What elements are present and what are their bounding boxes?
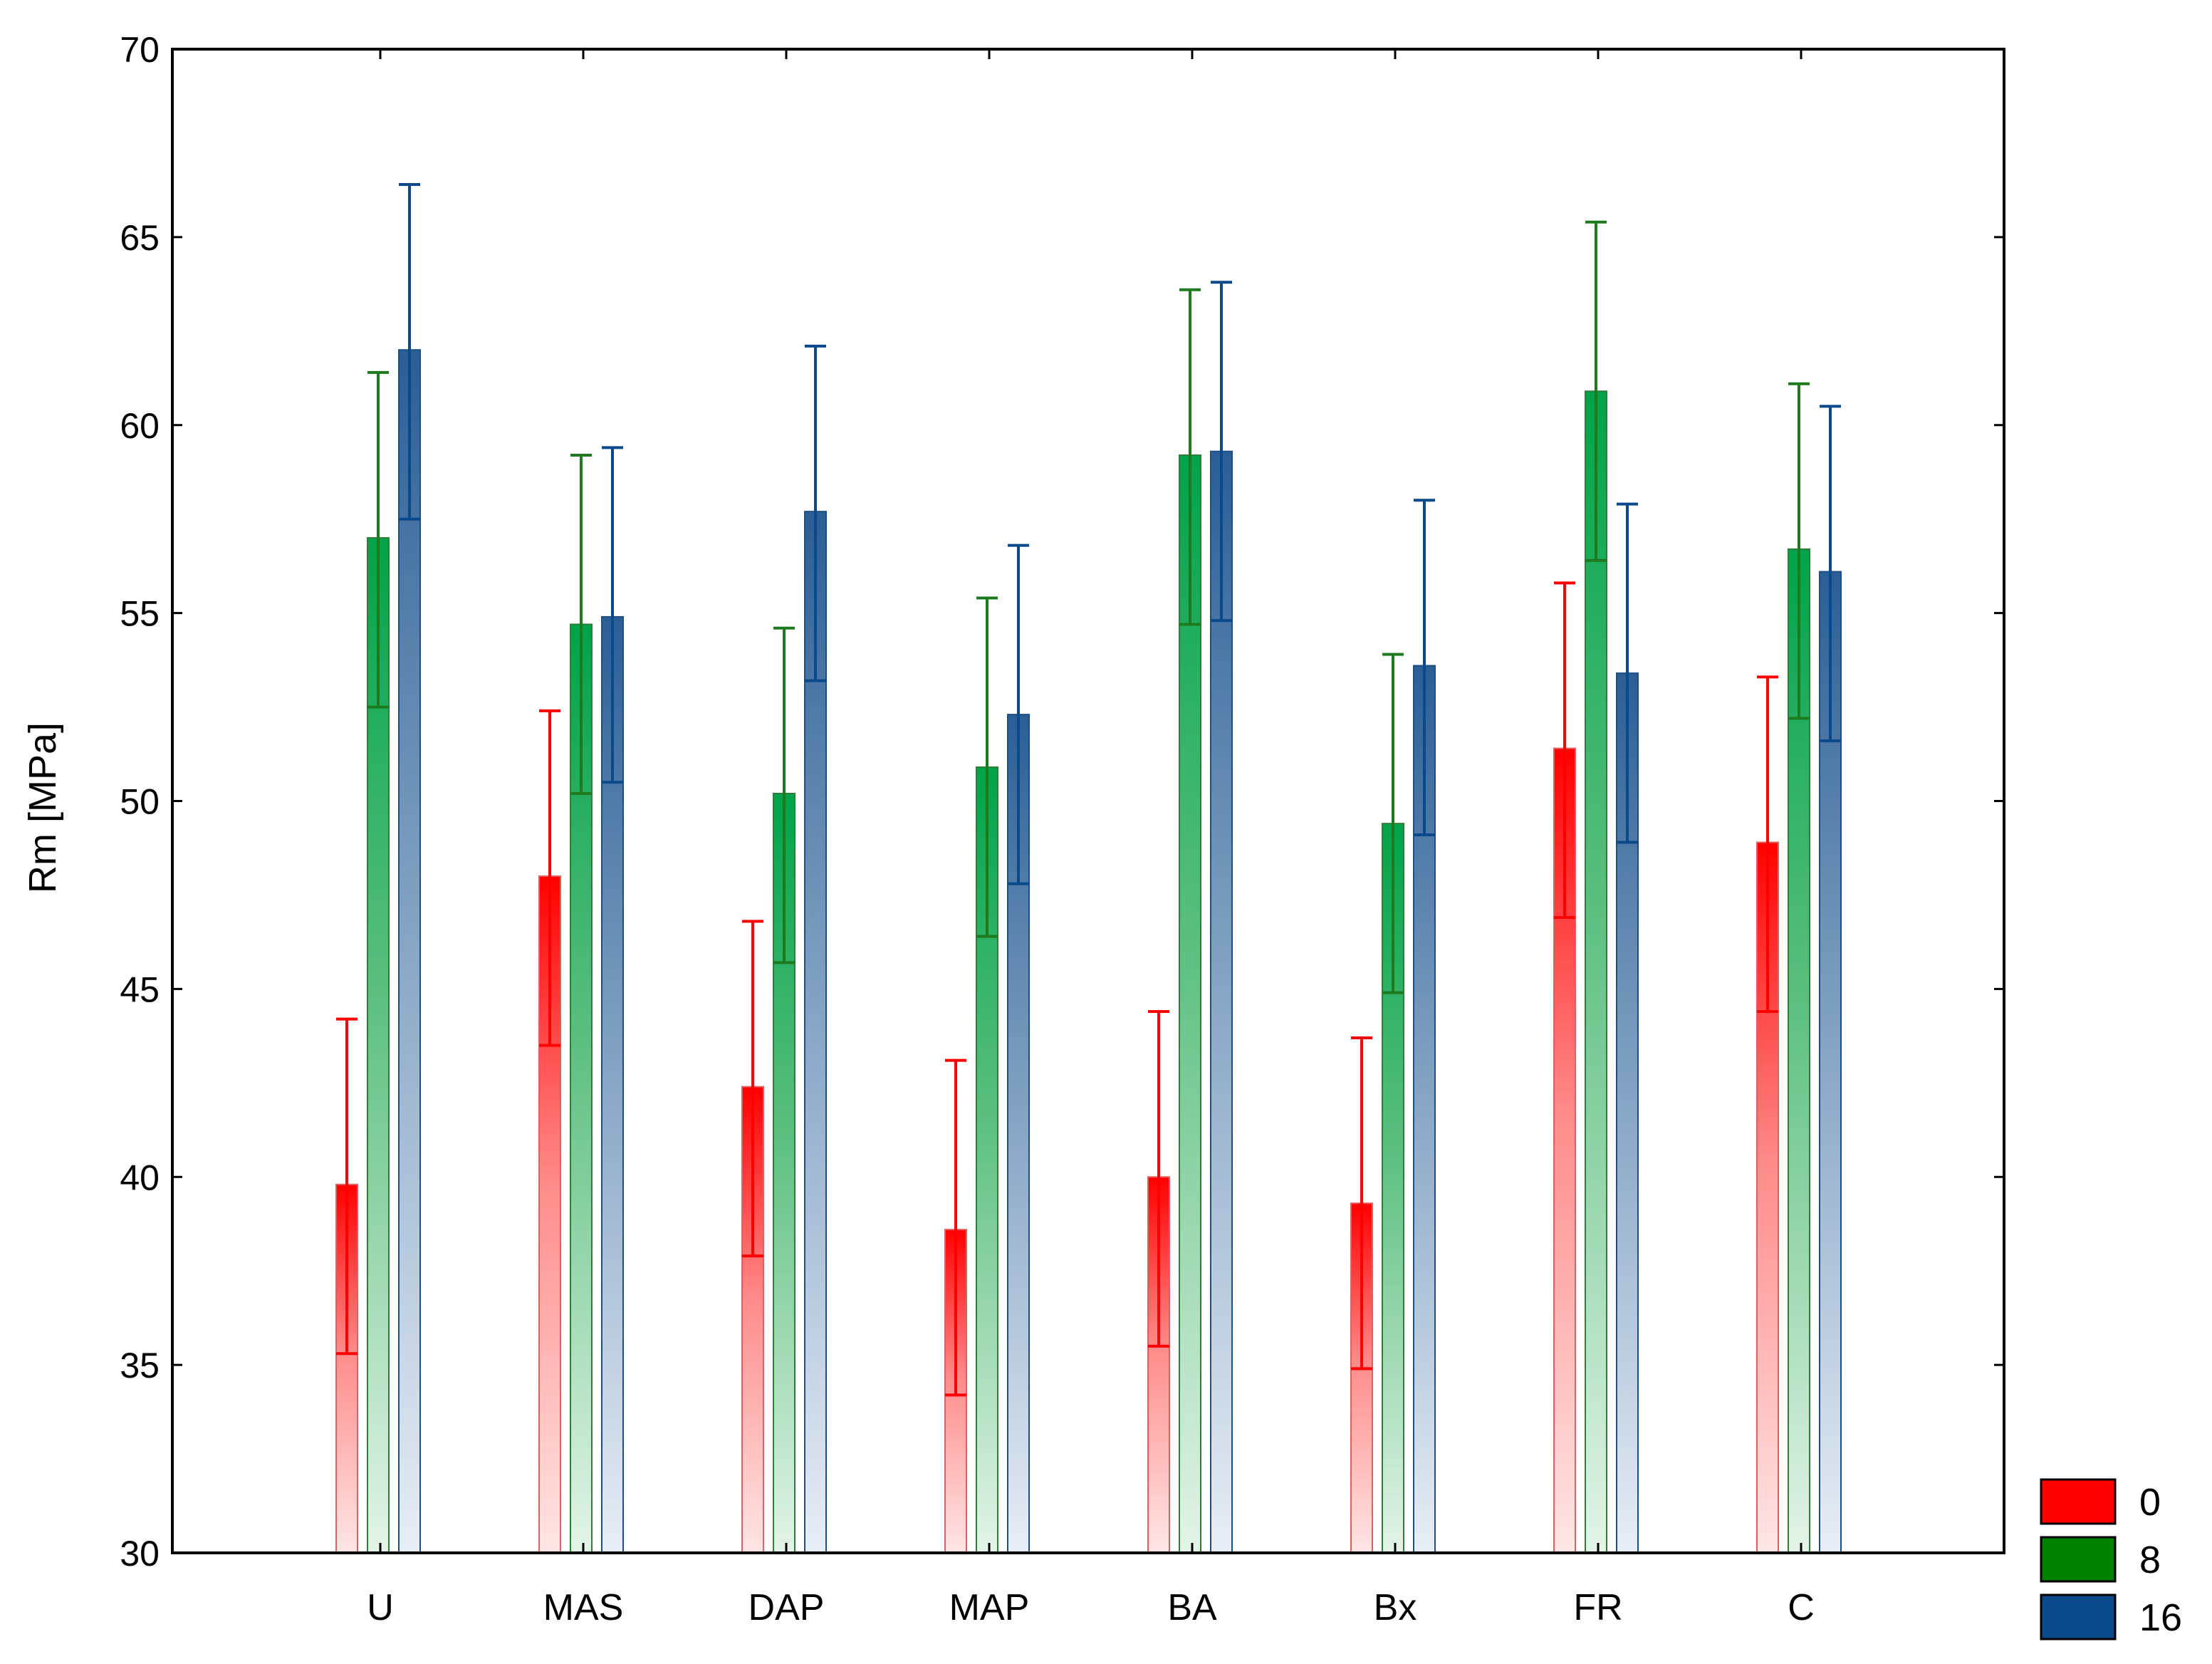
x-tick-label-FR: FR — [1573, 1587, 1622, 1628]
x-tick-label-Bx: Bx — [1374, 1587, 1417, 1628]
error-bars-layer — [336, 182, 1841, 1397]
plot-frame — [171, 48, 2005, 1554]
y-tick-label-35: 35 — [120, 1346, 160, 1385]
y-tick-label-40: 40 — [120, 1158, 160, 1197]
y-tick-label-55: 55 — [120, 594, 160, 634]
axis-layer: 30 35 40 45 50 55 60 65 70 U MAS DAP MAP BA Bx FR C — [120, 30, 2005, 1628]
y-tick-label-45: 45 — [120, 969, 160, 1009]
x-tick-label-MAP: MAP — [949, 1587, 1030, 1628]
x-tick-label-MAS: MAS — [543, 1587, 624, 1628]
legend-swatch-16 — [2040, 1593, 2117, 1640]
y-tick-label-60: 60 — [120, 406, 160, 446]
legend-label-0: 0 — [2139, 1481, 2161, 1524]
x-tick-label-C: C — [1788, 1587, 1815, 1628]
x-tick-label-U: U — [367, 1587, 394, 1628]
bar-FR-series-8 — [1585, 390, 1607, 1554]
y-axis-label: Rm [MPa] — [21, 722, 64, 893]
y-tick-label-65: 65 — [120, 218, 160, 258]
x-tick-label-BA: BA — [1167, 1587, 1217, 1628]
legend: 0 8 16 — [2040, 1478, 2182, 1640]
bar-MAS-series-0 — [538, 875, 561, 1554]
bar-U-series-16 — [398, 349, 421, 1554]
y-tick-label-50: 50 — [120, 782, 160, 822]
bar-Bx-series-8 — [1382, 823, 1404, 1554]
y-tick-label-30: 30 — [120, 1534, 160, 1574]
legend-label-16: 16 — [2139, 1596, 2182, 1639]
legend-swatch-0 — [2040, 1478, 2117, 1525]
x-tick-label-DAP: DAP — [748, 1587, 825, 1628]
legend-swatch-8 — [2040, 1536, 2117, 1583]
legend-label-8: 8 — [2139, 1539, 2161, 1581]
y-tick-label-70: 70 — [120, 30, 160, 70]
